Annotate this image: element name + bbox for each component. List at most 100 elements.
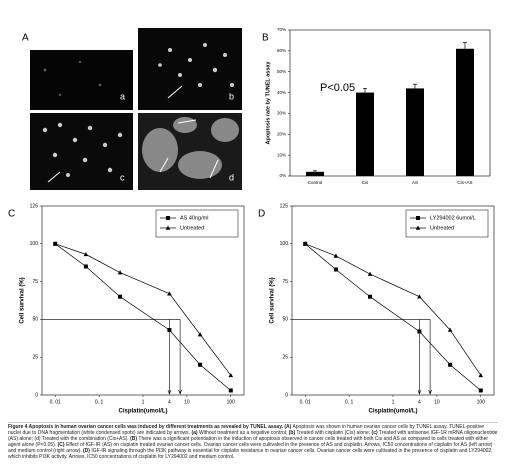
marker <box>198 362 203 367</box>
caption-run: Apoptosis was shown in human ovarian can… <box>8 424 485 436</box>
legend-box <box>405 209 489 238</box>
y-tick-label: 75 <box>32 279 38 285</box>
series-line <box>55 243 232 376</box>
stained-area <box>142 117 239 179</box>
legend-label: Untreated <box>180 225 204 231</box>
y-tick-label: 75 <box>282 279 288 285</box>
marker <box>83 251 89 257</box>
caption-run: IGF-IR signaling through the PI3K pathwa… <box>8 448 493 460</box>
y-axis-label: Cell survival (%) <box>270 277 276 323</box>
arrow <box>428 319 432 395</box>
caption-run: (D) <box>83 448 90 454</box>
annotation: P<0.05 <box>320 82 355 94</box>
legend-label: LY294002 6umol/L <box>430 215 476 221</box>
caption-run: (C) <box>57 442 65 448</box>
y-tick-label: 50 <box>32 317 38 323</box>
panel-label: D <box>258 209 265 220</box>
y-tick-label: 50 <box>282 317 288 323</box>
arrow <box>178 319 182 395</box>
marker <box>368 294 373 299</box>
x-tick-label: AS <box>412 180 418 185</box>
bar <box>306 171 324 176</box>
y-tick-label: 100 <box>280 241 289 247</box>
y-tick-label: 25 <box>32 355 38 361</box>
caption-run: Without treatment as a negative control; <box>197 430 289 436</box>
micrograph <box>30 113 133 190</box>
image-label: c <box>120 172 125 182</box>
caption-run: Treated with cisplatin (Cis) alone; <box>295 430 372 436</box>
plot-frame <box>289 29 491 177</box>
micrographs <box>30 28 242 190</box>
x-tick-label: 0. 1 <box>95 399 104 405</box>
arrow-label: 4 <box>168 399 171 405</box>
marker <box>415 225 421 230</box>
marker <box>416 216 420 220</box>
micrograph <box>30 50 133 110</box>
arrow-label: 4 <box>418 399 421 405</box>
x-tick-label: 100 <box>477 399 486 405</box>
marker <box>333 253 339 258</box>
marker <box>228 388 233 393</box>
x-tick-label: 100 <box>227 399 236 405</box>
caption-run: Figure 4 Apoptosis in human ovarian canc… <box>8 424 292 430</box>
caption-run: (b) <box>288 430 296 436</box>
y-tick-label: 10% <box>277 152 286 157</box>
caption-run: Effect of IGF-IR (AS) on cisplatin treat… <box>8 442 493 454</box>
marker <box>417 329 422 334</box>
caption-run: (c) <box>371 430 378 436</box>
y-tick-label: 0 <box>35 392 38 398</box>
marker <box>478 388 483 393</box>
image-label: a <box>120 91 125 101</box>
caption: Figure 4 Apoptosis in human ovarian canc… <box>8 422 498 467</box>
marker <box>165 225 171 230</box>
marker <box>417 294 422 299</box>
y-axis-label: Cell survival (%) <box>20 277 26 323</box>
y-tick-label: 0 <box>285 392 288 398</box>
marker <box>83 264 88 269</box>
marker <box>367 271 373 276</box>
marker <box>166 216 170 220</box>
series-line <box>304 243 482 391</box>
y-tick-label: 100 <box>30 241 39 247</box>
image-label: b <box>229 91 234 101</box>
marker <box>478 372 484 378</box>
caption-run: There was a significant potentiation in … <box>8 436 489 448</box>
figure-graphics: A B C D a b c d 0% 10% 20% 30% 40% 50% 60% 70% A… <box>8 27 495 415</box>
panel-label: A <box>22 33 29 44</box>
marker <box>167 327 172 332</box>
image-label: d <box>229 172 234 182</box>
panel-label: C <box>8 209 15 220</box>
caption-run: (a) <box>191 430 198 436</box>
x-tick-label: 0. 1 <box>345 399 354 405</box>
y-tick-label: 50% <box>277 69 286 74</box>
x-tick-label: Cis+AS <box>457 180 472 185</box>
nuclei <box>43 60 102 97</box>
marker <box>333 267 338 272</box>
marker <box>167 291 172 296</box>
x-tick-label: 0. 01 <box>50 399 61 405</box>
micrograph <box>138 28 242 110</box>
marker <box>447 327 453 332</box>
marker <box>118 294 123 299</box>
caption-run: Treated with antisense IGF-1R mRNA oligo… <box>8 430 498 442</box>
x-tick-label: 1 <box>142 399 145 405</box>
x-axis-label: Cisplatin(umol/L) <box>119 409 168 415</box>
y-tick-label: 40% <box>277 90 286 95</box>
nuclei <box>42 43 234 177</box>
x-tick-label: 10 <box>184 399 190 405</box>
legend-label: Untreated <box>430 225 454 231</box>
x-tick-label: Control <box>308 180 323 185</box>
x-axis-label: Cisplatin(umol/L) <box>369 409 418 415</box>
y-tick-label: 25 <box>282 355 288 361</box>
x-tick-label: 10 <box>434 399 440 405</box>
y-tick-label: 60% <box>277 48 286 53</box>
panel-label: B <box>262 33 269 44</box>
legend-label: AS 40ng/ml <box>180 215 208 221</box>
x-tick-label: Cis <box>362 180 369 185</box>
bar <box>456 48 474 177</box>
marker <box>302 241 308 246</box>
marker <box>197 332 203 337</box>
y-tick-label: 125 <box>30 203 39 209</box>
bar <box>356 92 374 176</box>
